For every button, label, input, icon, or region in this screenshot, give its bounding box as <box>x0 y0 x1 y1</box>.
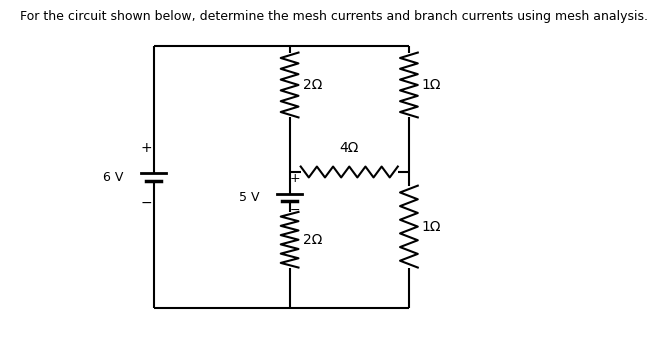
Text: +: + <box>140 141 152 155</box>
Text: 1Ω: 1Ω <box>421 78 441 92</box>
Text: 6 V: 6 V <box>103 171 123 184</box>
Text: 2Ω: 2Ω <box>303 78 323 92</box>
Text: For the circuit shown below, determine the mesh currents and branch currents usi: For the circuit shown below, determine t… <box>20 10 648 23</box>
Text: 4Ω: 4Ω <box>339 141 359 155</box>
Text: −: − <box>140 196 152 210</box>
Text: 5 V: 5 V <box>238 191 259 204</box>
Text: 2Ω: 2Ω <box>303 233 323 247</box>
Text: +: + <box>290 172 301 185</box>
Text: −: − <box>290 204 301 217</box>
Text: 1Ω: 1Ω <box>421 219 441 234</box>
